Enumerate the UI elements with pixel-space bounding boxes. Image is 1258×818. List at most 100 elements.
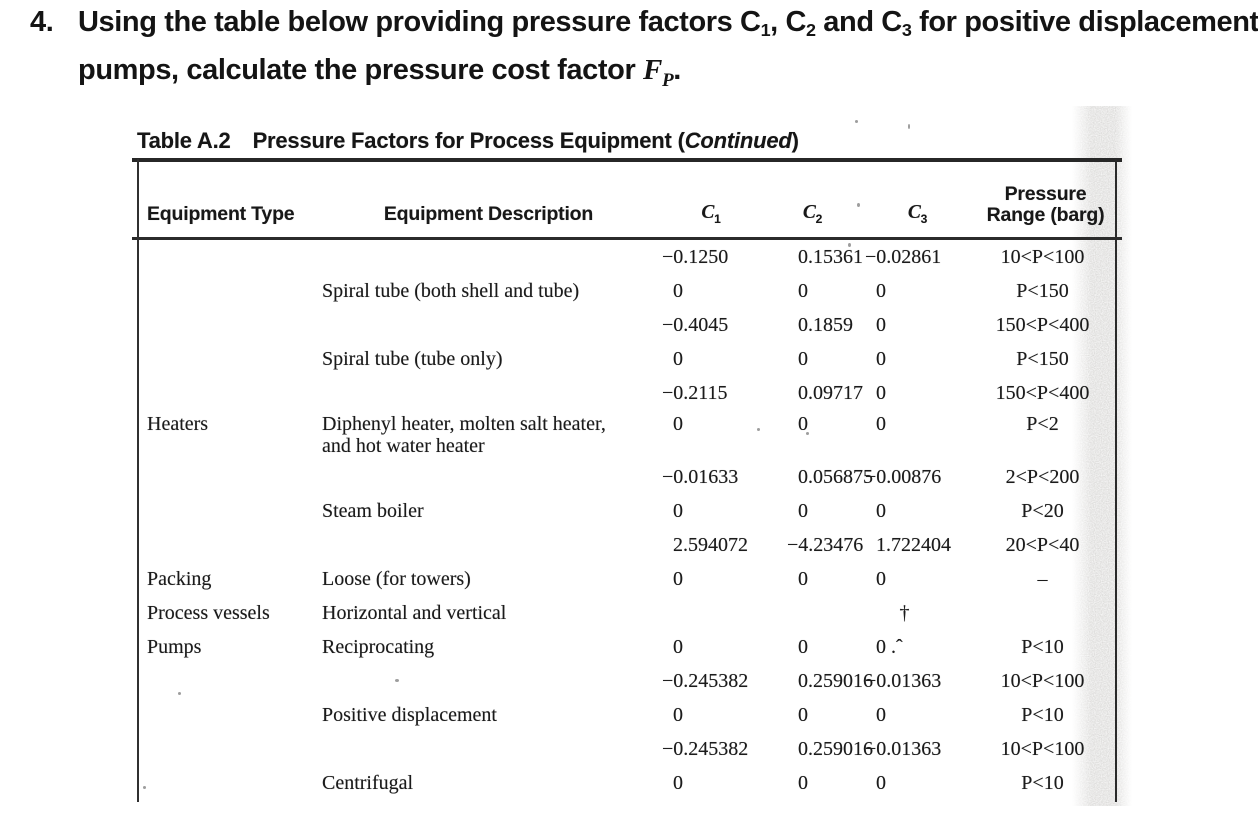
question-line-1: Using the table below providing pressure…	[78, 6, 1258, 41]
table-cell: Positive displacement	[322, 704, 497, 726]
table-cell: −0.01633	[662, 466, 739, 488]
table-row: −0.245382 0.259016 −0.01363 10<P<100	[139, 732, 1115, 766]
table-cell: 0.09717	[798, 382, 863, 404]
header-c2: C2	[802, 202, 823, 226]
table-cell: –	[1037, 568, 1048, 590]
table-cell: 0	[876, 772, 886, 794]
table-cell: 0.1859	[798, 314, 853, 336]
table-cell: P<150	[1016, 280, 1069, 302]
table-cell: Packing	[147, 568, 212, 590]
table-cell: 0	[673, 636, 683, 658]
scan-speckle	[857, 203, 860, 207]
header-equipment-type: Equipment Type	[147, 203, 295, 225]
question-number: 4.	[30, 6, 54, 38]
table-cell: −0.245382	[662, 670, 749, 692]
table-cell: −0.2115	[662, 382, 728, 404]
table-cell: 10<P<100	[1000, 738, 1085, 760]
table-cell: 0.056875	[798, 466, 873, 488]
table-cell: 20<P<40	[1005, 534, 1080, 556]
table-cell: −0.01363	[865, 738, 942, 760]
table-cell: 0	[673, 500, 683, 522]
table-row: −0.1250 0.15361 −0.02861 10<P<100	[139, 240, 1115, 274]
question-line-2: pumps, calculate the pressure cost facto…	[78, 54, 681, 91]
table-cell: 0	[876, 314, 886, 336]
table-row: Packing Loose (for towers) 0 0 0 –	[139, 562, 1115, 596]
table-cell: P<10	[1021, 704, 1064, 726]
table-cell: −0.00876	[865, 466, 942, 488]
table-cell: Diphenyl heater, molten salt heater, and…	[322, 413, 606, 457]
table-cell: 0	[876, 348, 886, 370]
table-cell: P<20	[1021, 500, 1064, 522]
table-cell: 150<P<400	[995, 314, 1090, 336]
table-cell: 0	[673, 413, 683, 435]
scan-speckle	[908, 124, 910, 129]
table-cell: Reciprocating	[322, 636, 435, 658]
table-cell: 0	[798, 704, 808, 726]
table-row: −0.2115 0.09717 0 150<P<400	[139, 376, 1115, 410]
table-row: Pumps Reciprocating 0 0 0 .ˆ P<10	[139, 630, 1115, 664]
scanned-table-figure: Table A.2 Pressure Factors for Process Eq…	[0, 100, 1258, 818]
table-cell: 0.259016	[798, 670, 873, 692]
table-cell: 0	[798, 568, 808, 590]
table-cell: 0	[876, 413, 886, 435]
table-header-row: Equipment Type Equipment Description C1 …	[139, 159, 1115, 237]
table-cell: 0	[798, 636, 808, 658]
table-cell: −0.02861	[865, 246, 942, 268]
table-cell: −0.1250	[662, 246, 729, 268]
table-cell: Centrifugal	[322, 772, 414, 794]
table-cell: −0.01363	[865, 670, 942, 692]
table-cell: 0 .ˆ	[876, 636, 903, 658]
table-cell: −0.245382	[662, 738, 749, 760]
table-frame: Equipment Type Equipment Description C1 …	[137, 159, 1117, 802]
scan-speckle	[395, 679, 399, 682]
table-cell: −4.23476	[787, 534, 864, 556]
table-cell: 2.594072	[673, 534, 748, 556]
table-cell: Heaters	[147, 413, 209, 435]
table-cell: 0.15361	[798, 246, 863, 268]
table-caption: Table A.2 Pressure Factors for Process Eq…	[137, 128, 799, 153]
table-row: Centrifugal 0 0 0 P<10	[139, 766, 1115, 800]
table-cell: 0	[876, 280, 886, 302]
table-row: −0.245382 0.259016 −0.01363 10<P<100	[139, 664, 1115, 698]
table-cell: 0	[798, 413, 808, 435]
table-cell: †	[899, 602, 910, 624]
table-cell: P<10	[1021, 636, 1064, 658]
table-cell: 0.259016	[798, 738, 873, 760]
header-c1: C1	[701, 202, 721, 226]
table-row: 2.594072 −4.23476 1.722404 20<P<40	[139, 528, 1115, 562]
table-cell: 0	[673, 348, 683, 370]
table-cell: 1.722404	[876, 534, 951, 556]
table-cell: 10<P<100	[1000, 246, 1085, 268]
table-cell: 0	[673, 568, 683, 590]
scan-speckle	[855, 120, 858, 123]
table-top-rule	[132, 158, 1122, 162]
table-cell: 0	[876, 568, 886, 590]
table-cell: 0	[673, 704, 683, 726]
table-cell: 0	[798, 772, 808, 794]
table-row: Process vessels Horizontal and vertical †	[139, 596, 1115, 630]
scan-speckle	[757, 428, 760, 431]
table-cell: −0.4045	[662, 314, 729, 336]
table-cell: P<2	[1026, 413, 1059, 435]
table-row: −0.01633 0.056875 −0.00876 2<P<200	[139, 460, 1115, 494]
table-cell: Loose (for towers)	[322, 568, 471, 590]
table-body: −0.1250 0.15361 −0.02861 10<P<100 Spiral tub…	[139, 240, 1115, 800]
table-cell: Steam boiler	[322, 500, 424, 522]
scan-noise-strip	[1072, 106, 1132, 806]
table-cell: Horizontal and vertical	[322, 602, 507, 624]
scan-speckle	[178, 692, 181, 695]
table-cell: P<150	[1016, 348, 1069, 370]
table-row: Spiral tube (tube only) 0 0 0 P<150	[139, 342, 1115, 376]
table-cell: Spiral tube (tube only)	[322, 348, 503, 370]
table-cell: 0	[798, 500, 808, 522]
table-caption-label: Table A.2	[137, 128, 231, 153]
scan-speckle	[143, 786, 146, 789]
header-equipment-description: Equipment Description	[383, 203, 594, 225]
table-row: Heaters Diphenyl heater, molten salt heat…	[139, 410, 1115, 460]
table-cell: 0	[876, 704, 886, 726]
table-header-rule	[132, 237, 1122, 240]
table-cell: Process vessels	[147, 602, 270, 624]
table-cell: 0	[876, 382, 886, 404]
table-cell: 2<P<200	[1005, 466, 1080, 488]
